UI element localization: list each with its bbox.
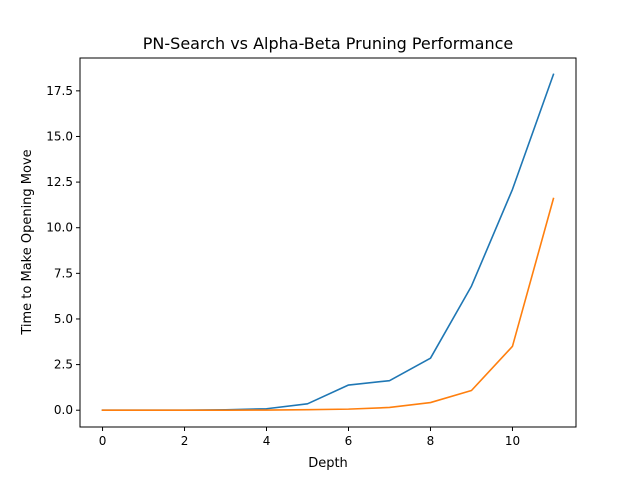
x-axis-label: Depth	[308, 456, 348, 471]
x-tick-label: 2	[181, 434, 189, 448]
y-tick-label: 12.5	[46, 175, 73, 189]
x-tick-label: 4	[263, 434, 271, 448]
y-tick-label: 17.5	[46, 84, 73, 98]
y-axis-label: Time to Make Opening Move	[20, 149, 35, 335]
y-axis-ticks: 0.0 2.5 5.0 7.5 10.0 12.5 15.0 17.5	[46, 84, 80, 417]
x-tick-label: 10	[505, 434, 520, 448]
plot-area	[101, 73, 555, 412]
y-tick-label: 5.0	[54, 312, 73, 326]
x-tick-label: 8	[427, 434, 435, 448]
x-tick-label: 6	[345, 434, 353, 448]
x-axis-ticks: 0 2 4 6 8 10	[99, 427, 520, 448]
y-tick-label: 7.5	[54, 266, 73, 280]
y-tick-label: 15.0	[46, 129, 73, 143]
series-line-2	[101, 197, 555, 412]
y-tick-label: 0.0	[54, 403, 73, 417]
y-tick-label: 2.5	[54, 358, 73, 372]
chart-title: PN-Search vs Alpha-Beta Pruning Performa…	[143, 34, 513, 53]
x-tick-label: 0	[99, 434, 107, 448]
y-tick-label: 10.0	[46, 221, 73, 235]
axes-frame	[79, 57, 577, 428]
